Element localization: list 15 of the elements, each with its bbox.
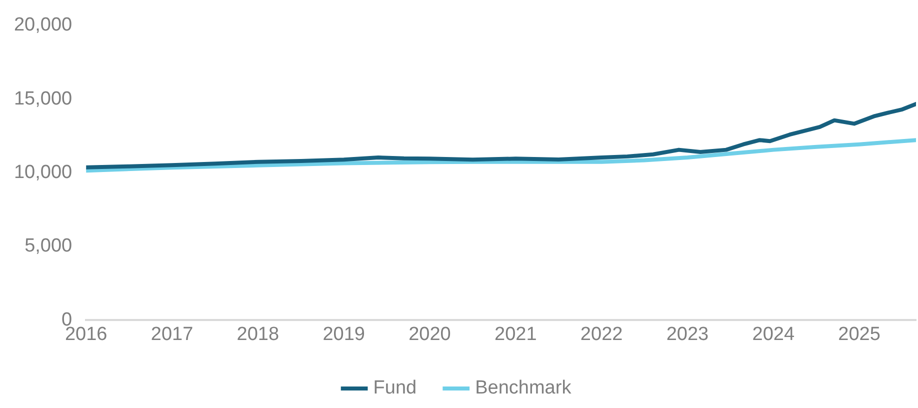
x-tick-label: 2017 (150, 324, 194, 345)
x-tick-label: 2025 (838, 324, 880, 345)
x-tick-label: 2021 (494, 324, 537, 345)
x-tick-label: 2020 (408, 324, 451, 345)
y-tick-label: 10,000 (14, 162, 72, 184)
legend-label: Fund (373, 378, 417, 399)
y-tick-label: 15,000 (14, 88, 72, 110)
x-tick-label: 2024 (752, 324, 795, 345)
y-tick-label: 5,000 (24, 236, 72, 257)
x-tick-label: 2018 (236, 324, 280, 345)
x-tick-label: 2019 (322, 324, 365, 345)
legend-label: Benchmark (475, 378, 572, 399)
x-tick-label: 2023 (666, 324, 709, 345)
y-tick-label: 20,000 (14, 14, 72, 36)
x-tick-label: 2022 (580, 324, 623, 345)
